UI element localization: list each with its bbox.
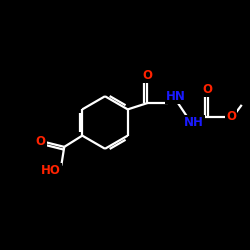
Text: O: O [142, 69, 152, 82]
Text: O: O [203, 83, 213, 96]
Text: O: O [36, 135, 46, 147]
Text: O: O [226, 110, 236, 123]
Text: HO: HO [41, 164, 61, 177]
Text: NH: NH [184, 116, 204, 129]
Text: HN: HN [166, 90, 186, 102]
